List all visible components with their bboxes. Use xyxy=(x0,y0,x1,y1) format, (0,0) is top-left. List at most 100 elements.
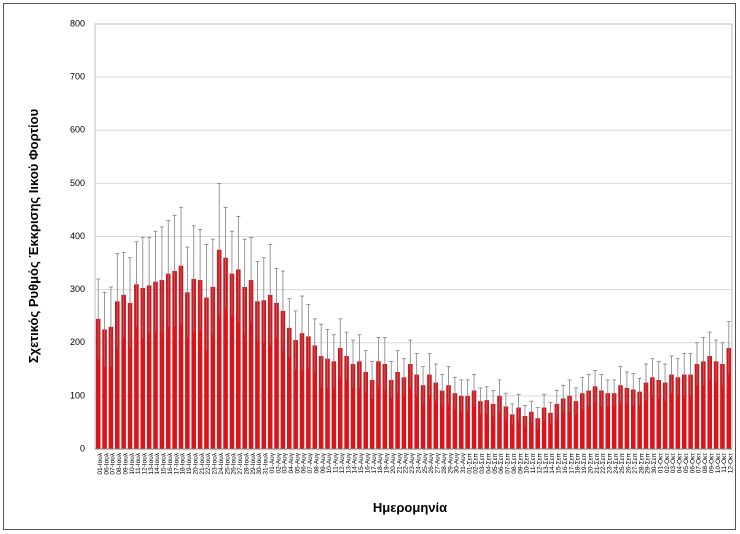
x-tick-label: 17-Αυγ xyxy=(371,452,378,473)
bar xyxy=(159,280,165,449)
x-tick-label: 28-Αυγ xyxy=(441,452,448,473)
bar xyxy=(178,265,184,449)
bar xyxy=(599,390,604,449)
x-tick-label: 28-Ιουλ xyxy=(243,452,250,474)
x-tick-label: 06-Ιουλ xyxy=(103,452,110,474)
bar xyxy=(165,273,171,449)
bar xyxy=(293,340,298,449)
x-tick-label: 24-Σεπ xyxy=(613,452,620,473)
bar xyxy=(516,407,521,449)
x-tick-label: 02-Σεπ xyxy=(473,452,480,473)
x-tick-label: 31-Ιουλ xyxy=(263,452,270,474)
bar xyxy=(688,374,693,449)
bar xyxy=(478,401,483,449)
x-tick-label: 15-Ιουλ xyxy=(161,452,168,474)
bar xyxy=(95,318,101,449)
x-tick-label: 10-Ιουλ xyxy=(129,452,136,474)
x-tick-label: 10-Σεπ xyxy=(524,452,531,473)
x-tick-label: 16-Αυγ xyxy=(364,452,371,473)
bar xyxy=(452,393,458,449)
x-tick-label: 15-Αυγ xyxy=(358,452,365,473)
x-tick-label: 01-Σεπ xyxy=(466,452,473,473)
bar xyxy=(580,393,585,449)
x-tick-label: 23-Αυγ xyxy=(409,452,416,473)
bar xyxy=(153,281,158,449)
x-tick-label: 13-Αυγ xyxy=(345,452,352,473)
x-tick-label: 01-Οκτ xyxy=(657,453,664,474)
x-tick-label: 20-Αυγ xyxy=(390,452,397,473)
bar xyxy=(382,364,388,449)
x-tick-label: 01-Ιουλ xyxy=(97,452,104,474)
x-tick-label: 02-Αυγ xyxy=(275,452,282,473)
bar xyxy=(337,348,343,449)
x-tick-label: 07-Σεπ xyxy=(505,452,512,473)
x-tick-label: 06-Αυγ xyxy=(301,452,308,473)
bar xyxy=(121,294,126,449)
x-tick-label: 17-Σεπ xyxy=(568,452,575,473)
x-tick-label: 21-Ιουλ xyxy=(199,452,206,474)
chart-frame xyxy=(3,3,736,530)
bar xyxy=(350,364,356,449)
x-tick-label: 11-Οκτ xyxy=(721,453,728,473)
bar xyxy=(248,280,254,449)
bar xyxy=(115,301,120,449)
bar xyxy=(127,302,133,449)
bar xyxy=(236,269,241,449)
x-tick-label: 14-Σεπ xyxy=(549,452,556,473)
x-tick-label: 27-Αυγ xyxy=(435,452,442,473)
bar xyxy=(586,390,591,449)
bar xyxy=(357,361,362,449)
x-tick-label: 26-Σεπ xyxy=(626,452,633,473)
bar xyxy=(102,329,107,449)
bar xyxy=(274,302,279,449)
x-tick-label: 19-Ιουλ xyxy=(186,452,193,474)
x-tick-label: 25-Ιουλ xyxy=(224,452,231,474)
bar xyxy=(643,382,649,449)
bar xyxy=(210,286,216,449)
x-tick-label: 08-Αυγ xyxy=(313,452,320,473)
bar xyxy=(299,333,305,449)
bar xyxy=(707,356,712,449)
bar xyxy=(548,412,553,449)
bar xyxy=(554,403,560,449)
x-tick-label: 12-Ιουλ xyxy=(141,452,148,474)
x-tick-label: 30-Αυγ xyxy=(454,452,461,473)
y-tick-label: 0 xyxy=(80,443,85,453)
x-tick-label: 07-Αυγ xyxy=(307,452,314,473)
bar xyxy=(497,395,502,449)
x-tick-label: 23-Σεπ xyxy=(607,452,614,473)
bar xyxy=(529,411,534,449)
x-tick-label: 03-Σεπ xyxy=(479,452,486,473)
bar xyxy=(363,371,369,449)
y-tick-label: 200 xyxy=(70,337,85,347)
x-tick-label: 11-Σεπ xyxy=(530,452,537,473)
bar xyxy=(720,364,725,449)
x-tick-label: 08-Οκτ xyxy=(702,453,709,474)
x-tick-label: 04-Σεπ xyxy=(485,452,492,473)
bar xyxy=(681,374,687,449)
bar xyxy=(204,297,209,449)
bar xyxy=(306,336,311,449)
x-tick-label: 05-Οκτ xyxy=(683,453,690,474)
x-tick-label: 29-Αυγ xyxy=(447,452,454,473)
x-tick-label: 13-Σεπ xyxy=(543,452,550,473)
x-tick-label: 01-Αυγ xyxy=(269,452,276,473)
x-tick-label: 22-Ιουλ xyxy=(205,452,212,474)
x-tick-label: 10-Οκτ xyxy=(715,453,722,474)
x-tick-label: 07-Οκτ xyxy=(696,453,703,474)
x-tick-label: 23-Ιουλ xyxy=(212,452,219,474)
x-tick-label: 10-Αυγ xyxy=(326,452,333,473)
bar xyxy=(401,377,407,449)
bar xyxy=(229,273,235,449)
x-tick-label: 14-Ιουλ xyxy=(154,452,161,474)
x-tick-label: 17-Ιουλ xyxy=(173,452,180,474)
bar xyxy=(656,379,662,449)
x-tick-label: 06-Οκτ xyxy=(689,453,696,474)
x-tick-label: 12-Σεπ xyxy=(536,452,543,473)
x-tick-label: 03-Οκτ xyxy=(670,453,677,474)
x-axis-label: Ημερομηνία xyxy=(373,500,447,515)
bar xyxy=(376,361,381,449)
x-tick-label: 25-Αυγ xyxy=(422,452,429,473)
x-tick-label: 14-Αυγ xyxy=(352,452,359,473)
x-tick-label: 22-Σεπ xyxy=(600,452,607,473)
